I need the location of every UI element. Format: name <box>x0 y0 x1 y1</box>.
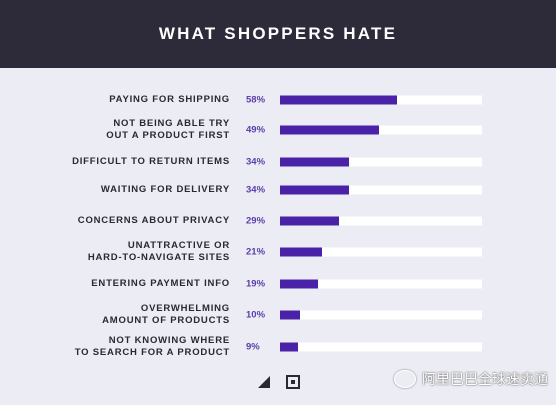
value-label: 9% <box>246 341 260 353</box>
bar-row: UNATTRACTIVE OR HARD-TO-NAVIGATE SITES 21% <box>0 237 556 267</box>
value-label: 34% <box>246 156 266 168</box>
category-label: NOT KNOWING WHERE TO SEARCH FOR A PRODUCT <box>0 335 230 359</box>
bar-track <box>280 342 482 352</box>
bar <box>280 342 299 352</box>
square-logo-icon <box>286 375 300 389</box>
chart-title: WHAT SHOPPERS HATE <box>158 24 398 43</box>
watermark: 阿里巴巴全球速卖通 <box>394 369 548 389</box>
category-label-line: TO SEARCH FOR A PRODUCT <box>74 347 230 358</box>
bar <box>280 185 349 195</box>
category-label: UNATTRACTIVE OR HARD-TO-NAVIGATE SITES <box>0 240 230 264</box>
category-label-line: CONCERNS ABOUT PRIVACY <box>77 215 230 226</box>
bar <box>280 157 349 167</box>
category-label-line: DIFFICULT TO RETURN ITEMS <box>72 156 230 167</box>
value-label: 21% <box>246 246 266 258</box>
bar-track <box>280 310 482 320</box>
category-label-line: NOT KNOWING WHERE <box>108 335 230 346</box>
category-label-line: AMOUNT OF PRODUCTS <box>102 315 230 326</box>
bar <box>280 310 301 320</box>
category-label-line: HARD-TO-NAVIGATE SITES <box>87 252 230 263</box>
bar <box>280 95 398 105</box>
bar-row: CONCERNS ABOUT PRIVACY 29% <box>0 206 556 236</box>
bar-track <box>280 247 482 257</box>
bigcommerce-logo-icon <box>258 376 270 388</box>
bar-track <box>280 279 482 289</box>
bar <box>280 125 379 135</box>
bar-row: NOT BEING ABLE TRY OUT A PRODUCT FIRST 49% <box>0 115 556 145</box>
footer-logos <box>258 375 300 389</box>
category-label-line: NOT BEING ABLE TRY <box>113 118 230 129</box>
bar-track <box>280 185 482 195</box>
bar-row: WAITING FOR DELIVERY 34% <box>0 175 556 205</box>
bar-track <box>280 125 482 135</box>
value-label: 29% <box>246 215 266 227</box>
bar-track <box>280 216 482 226</box>
category-label-line: WAITING FOR DELIVERY <box>100 184 230 195</box>
category-label: OVERWHELMING AMOUNT OF PRODUCTS <box>0 303 230 327</box>
bar <box>280 279 319 289</box>
value-label: 58% <box>246 94 266 106</box>
category-label-line: ENTERING PAYMENT INFO <box>91 278 230 289</box>
category-label-line: PAYING FOR SHIPPING <box>109 94 230 105</box>
bar-chart: PAYING FOR SHIPPING 58% NOT BEING ABLE TRY… <box>0 68 556 405</box>
bar-track <box>280 95 482 105</box>
category-label: ENTERING PAYMENT INFO <box>0 278 230 290</box>
bar <box>280 216 339 226</box>
bar-row: OVERWHELMING AMOUNT OF PRODUCTS 10% <box>0 300 556 330</box>
bar <box>280 247 323 257</box>
value-label: 49% <box>246 124 266 136</box>
category-label: DIFFICULT TO RETURN ITEMS <box>0 156 230 168</box>
bar-row: DIFFICULT TO RETURN ITEMS 34% <box>0 147 556 177</box>
bar-row: PAYING FOR SHIPPING 58% <box>0 85 556 115</box>
category-label: CONCERNS ABOUT PRIVACY <box>0 215 230 227</box>
chart-header: WHAT SHOPPERS HATE <box>0 0 556 68</box>
category-label-line: OVERWHELMING <box>140 303 230 314</box>
category-label: WAITING FOR DELIVERY <box>0 184 230 196</box>
category-label: NOT BEING ABLE TRY OUT A PRODUCT FIRST <box>0 118 230 142</box>
value-label: 19% <box>246 278 266 290</box>
bar-track <box>280 157 482 167</box>
watermark-text: 阿里巴巴全球速卖通 <box>422 371 548 387</box>
category-label-line: OUT A PRODUCT FIRST <box>106 130 230 141</box>
value-label: 10% <box>246 309 266 321</box>
value-label: 34% <box>246 184 266 196</box>
category-label: PAYING FOR SHIPPING <box>0 94 230 106</box>
category-label-line: UNATTRACTIVE OR <box>127 240 230 251</box>
bar-row: NOT KNOWING WHERE TO SEARCH FOR A PRODUCT… <box>0 332 556 362</box>
wechat-icon <box>394 370 416 388</box>
bar-row: ENTERING PAYMENT INFO 19% <box>0 269 556 299</box>
